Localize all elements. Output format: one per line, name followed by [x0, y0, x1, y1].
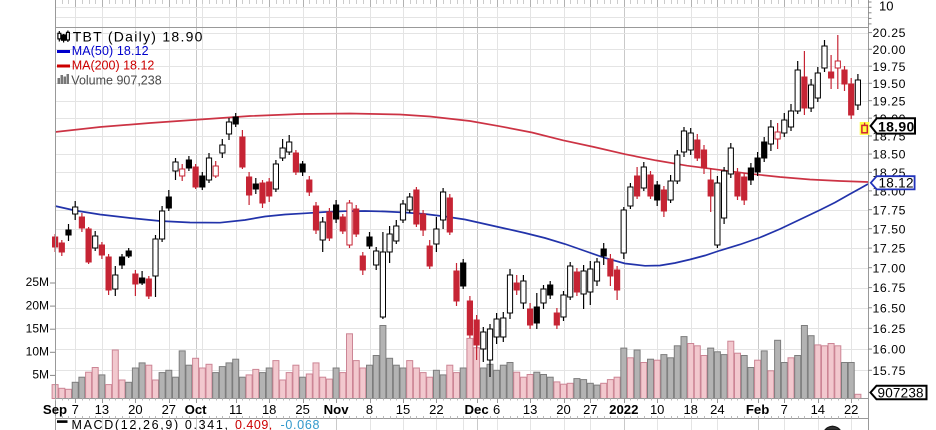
svg-text:20.25: 20.25	[873, 26, 907, 40]
svg-text:19.50: 19.50	[873, 77, 907, 91]
svg-text:11: 11	[229, 402, 243, 417]
svg-text:15M: 15M	[26, 321, 49, 335]
svg-text:18.90: 18.90	[878, 118, 915, 134]
svg-text:Nov: Nov	[324, 402, 350, 417]
svg-text:19.75: 19.75	[873, 60, 907, 74]
svg-text:22: 22	[844, 402, 858, 417]
svg-text:0.409,: 0.409,	[235, 418, 273, 430]
svg-text:18.50: 18.50	[873, 148, 907, 162]
svg-text:25: 25	[295, 402, 309, 417]
svg-text:Oct: Oct	[185, 402, 208, 417]
svg-text:18.12: 18.12	[879, 176, 914, 191]
svg-text:907238: 907238	[878, 385, 924, 400]
svg-text:18: 18	[262, 402, 276, 417]
svg-text:Volume 907,238: Volume 907,238	[71, 73, 161, 87]
svg-text:14: 14	[811, 402, 825, 417]
svg-text:17.25: 17.25	[873, 242, 907, 256]
svg-text:17.00: 17.00	[873, 261, 907, 275]
svg-text:Sep: Sep	[43, 402, 67, 417]
svg-text:20: 20	[128, 402, 142, 417]
svg-text:16.50: 16.50	[873, 301, 907, 315]
svg-text:MA(200) 18.12: MA(200) 18.12	[72, 59, 155, 73]
svg-text:10: 10	[650, 402, 664, 417]
svg-text:5M: 5M	[32, 368, 49, 382]
svg-text:19.25: 19.25	[873, 94, 907, 108]
svg-text:TBT (Daily) 18.90: TBT (Daily) 18.90	[73, 29, 204, 45]
svg-text:20: 20	[556, 402, 570, 417]
svg-text:-0.068: -0.068	[281, 418, 321, 430]
svg-text:10: 10	[879, 0, 893, 14]
svg-text:27: 27	[583, 402, 597, 417]
svg-text:MA(50) 18.12: MA(50) 18.12	[72, 44, 149, 58]
svg-text:17.75: 17.75	[873, 203, 907, 217]
svg-text:20.00: 20.00	[873, 43, 907, 57]
svg-text:Feb: Feb	[746, 402, 769, 417]
svg-text:18: 18	[683, 402, 697, 417]
svg-text:MACD(12,26,9) 0.341,: MACD(12,26,9) 0.341,	[72, 418, 230, 430]
svg-text:20M: 20M	[26, 298, 49, 312]
svg-text:13: 13	[523, 402, 537, 417]
svg-text:16.00: 16.00	[873, 343, 907, 357]
svg-text:Dec: Dec	[464, 402, 488, 417]
svg-text:6: 6	[493, 402, 500, 417]
svg-text:10M: 10M	[26, 345, 49, 359]
svg-text:22: 22	[429, 402, 443, 417]
svg-text:16.25: 16.25	[873, 322, 907, 336]
svg-text:15.75: 15.75	[873, 364, 907, 378]
svg-text:17.50: 17.50	[873, 222, 907, 236]
svg-text:7: 7	[72, 402, 79, 417]
svg-text:15: 15	[396, 402, 410, 417]
svg-text:24: 24	[710, 402, 724, 417]
svg-text:16.75: 16.75	[873, 281, 907, 295]
svg-text:7: 7	[781, 402, 788, 417]
svg-text:25M: 25M	[26, 275, 49, 289]
svg-text:2022: 2022	[609, 402, 638, 417]
svg-text:8: 8	[366, 402, 373, 417]
svg-text:13: 13	[95, 402, 109, 417]
svg-text:27: 27	[162, 402, 176, 417]
